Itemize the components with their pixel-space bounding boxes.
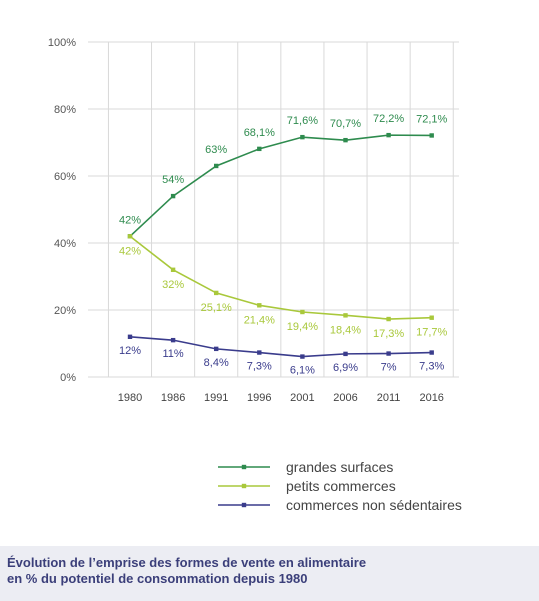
data-label: 6,9% xyxy=(333,362,358,374)
y-tick-label: 40% xyxy=(54,238,76,250)
data-label: 21,4% xyxy=(244,314,275,326)
legend: grandes surfaces petits commerces commerce… xyxy=(218,459,462,513)
data-label: 42% xyxy=(119,214,141,226)
legend-swatch-marker xyxy=(241,502,247,508)
y-tick-label: 100% xyxy=(48,37,76,49)
series-lines xyxy=(127,132,434,359)
series-line-1 xyxy=(129,134,432,237)
data-point xyxy=(257,303,262,308)
data-label: 6,1% xyxy=(290,365,315,377)
series-line-2 xyxy=(129,235,432,320)
data-point xyxy=(214,163,219,169)
data-label: 63% xyxy=(205,144,227,156)
data-point xyxy=(343,351,348,357)
x-tick-label: 2001 xyxy=(290,392,314,404)
data-label: 25,1% xyxy=(201,302,232,314)
data-label: 71,6% xyxy=(287,115,318,127)
data-point xyxy=(257,146,262,152)
legend-entry: grandes surfaces xyxy=(286,459,393,475)
data-point xyxy=(386,316,391,322)
data-label: 70,7% xyxy=(330,118,361,130)
data-label: 54% xyxy=(162,174,184,186)
chart-caption: Évolution de l’emprise des formes de ven… xyxy=(0,546,539,601)
data-label: 42% xyxy=(119,245,141,257)
y-tick-label: 60% xyxy=(54,171,76,183)
x-tick-label: 1980 xyxy=(118,392,142,404)
x-tick-label: 1986 xyxy=(161,392,185,404)
data-point xyxy=(127,334,133,339)
data-label: 68,1% xyxy=(244,127,275,139)
legend-swatch-marker xyxy=(241,483,247,489)
x-axis: 1980 1986 1991 1996 2001 2006 2011 2016 xyxy=(118,392,444,404)
y-tick-label: 20% xyxy=(54,305,76,317)
data-point xyxy=(429,133,434,138)
data-point xyxy=(127,234,133,239)
x-tick-label: 2006 xyxy=(333,392,357,404)
y-axis: 0% 20% 40% 60% 80% 100% xyxy=(48,37,76,384)
data-point xyxy=(170,193,176,199)
data-label: 72,2% xyxy=(373,113,404,125)
data-point xyxy=(214,346,219,352)
data-label: 12% xyxy=(119,345,141,357)
data-label: 32% xyxy=(162,279,184,291)
caption-line-1: Évolution de l’emprise des formes de ven… xyxy=(7,555,367,570)
data-point xyxy=(429,315,434,320)
data-point xyxy=(300,134,305,140)
data-point xyxy=(170,337,176,343)
data-point xyxy=(343,313,348,318)
x-tick-label: 1996 xyxy=(247,392,271,404)
legend-swatch-marker xyxy=(241,464,247,470)
data-point xyxy=(257,350,262,355)
data-label: 11% xyxy=(162,348,183,360)
data-label: 19,4% xyxy=(287,321,318,333)
y-tick-label: 0% xyxy=(60,372,76,384)
x-tick-label: 2011 xyxy=(377,392,401,404)
data-point xyxy=(300,354,305,359)
legend-entry: petits commerces xyxy=(286,478,396,494)
caption-line-2: en % du potentiel de consommation depuis… xyxy=(7,571,308,586)
data-point xyxy=(386,351,391,356)
data-label: 72,1% xyxy=(416,113,447,125)
data-label: 7,3% xyxy=(419,361,444,373)
data-label: 18,4% xyxy=(330,324,361,336)
data-point xyxy=(343,137,348,143)
data-label: 17,3% xyxy=(373,328,404,340)
data-label: 8,4% xyxy=(204,357,229,369)
data-point xyxy=(170,267,176,272)
x-tick-label: 1991 xyxy=(204,392,228,404)
data-point xyxy=(300,309,305,315)
series-line-3 xyxy=(129,336,432,358)
data-label: 7,3% xyxy=(247,361,272,373)
data-point xyxy=(386,132,391,138)
line-chart: 0% 20% 40% 60% 80% 100% 1980 1986 1991 1996 2001 2… xyxy=(48,37,462,513)
y-tick-label: 80% xyxy=(54,104,76,116)
data-label: 17,7% xyxy=(416,327,447,339)
x-tick-label: 2016 xyxy=(419,392,443,404)
data-point xyxy=(214,290,219,296)
data-label: 7% xyxy=(381,362,397,374)
legend-entry: commerces non sédentaires xyxy=(286,497,462,513)
grid xyxy=(88,41,459,378)
data-labels: 42% 54% 63% 68,1% 71,6% 70,7% 72,2% 72,1% 42% 32%… xyxy=(119,113,448,376)
data-point xyxy=(429,350,434,355)
